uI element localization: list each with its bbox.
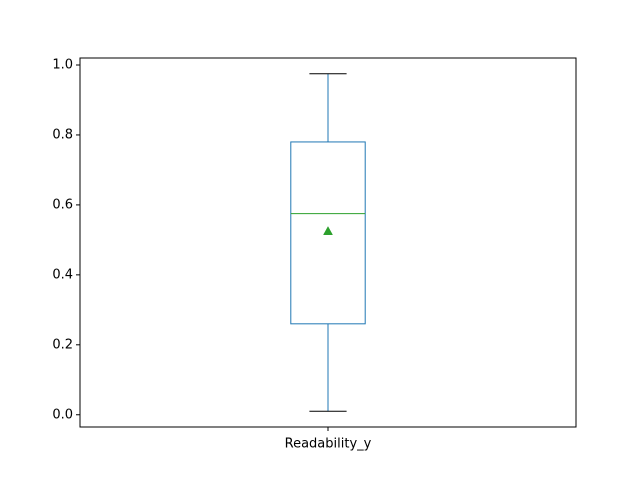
y-tick-label: 0.8 xyxy=(52,127,73,142)
x-axis-ticks: Readability_y xyxy=(285,427,372,452)
chart-marks xyxy=(290,73,366,412)
y-tick-label: 0.6 xyxy=(52,197,73,212)
y-tick-label: 0.0 xyxy=(52,407,73,422)
y-tick-label: 1.0 xyxy=(52,57,73,72)
interquartile-box xyxy=(290,141,366,325)
mean-marker xyxy=(323,226,333,235)
y-tick-label: 0.2 xyxy=(52,337,73,352)
y-axis-ticks: 0.0 0.2 0.4 0.6 0.8 1.0 xyxy=(52,57,80,422)
y-tick-label: 0.4 xyxy=(52,267,73,282)
x-tick-label: Readability_y xyxy=(285,437,372,452)
